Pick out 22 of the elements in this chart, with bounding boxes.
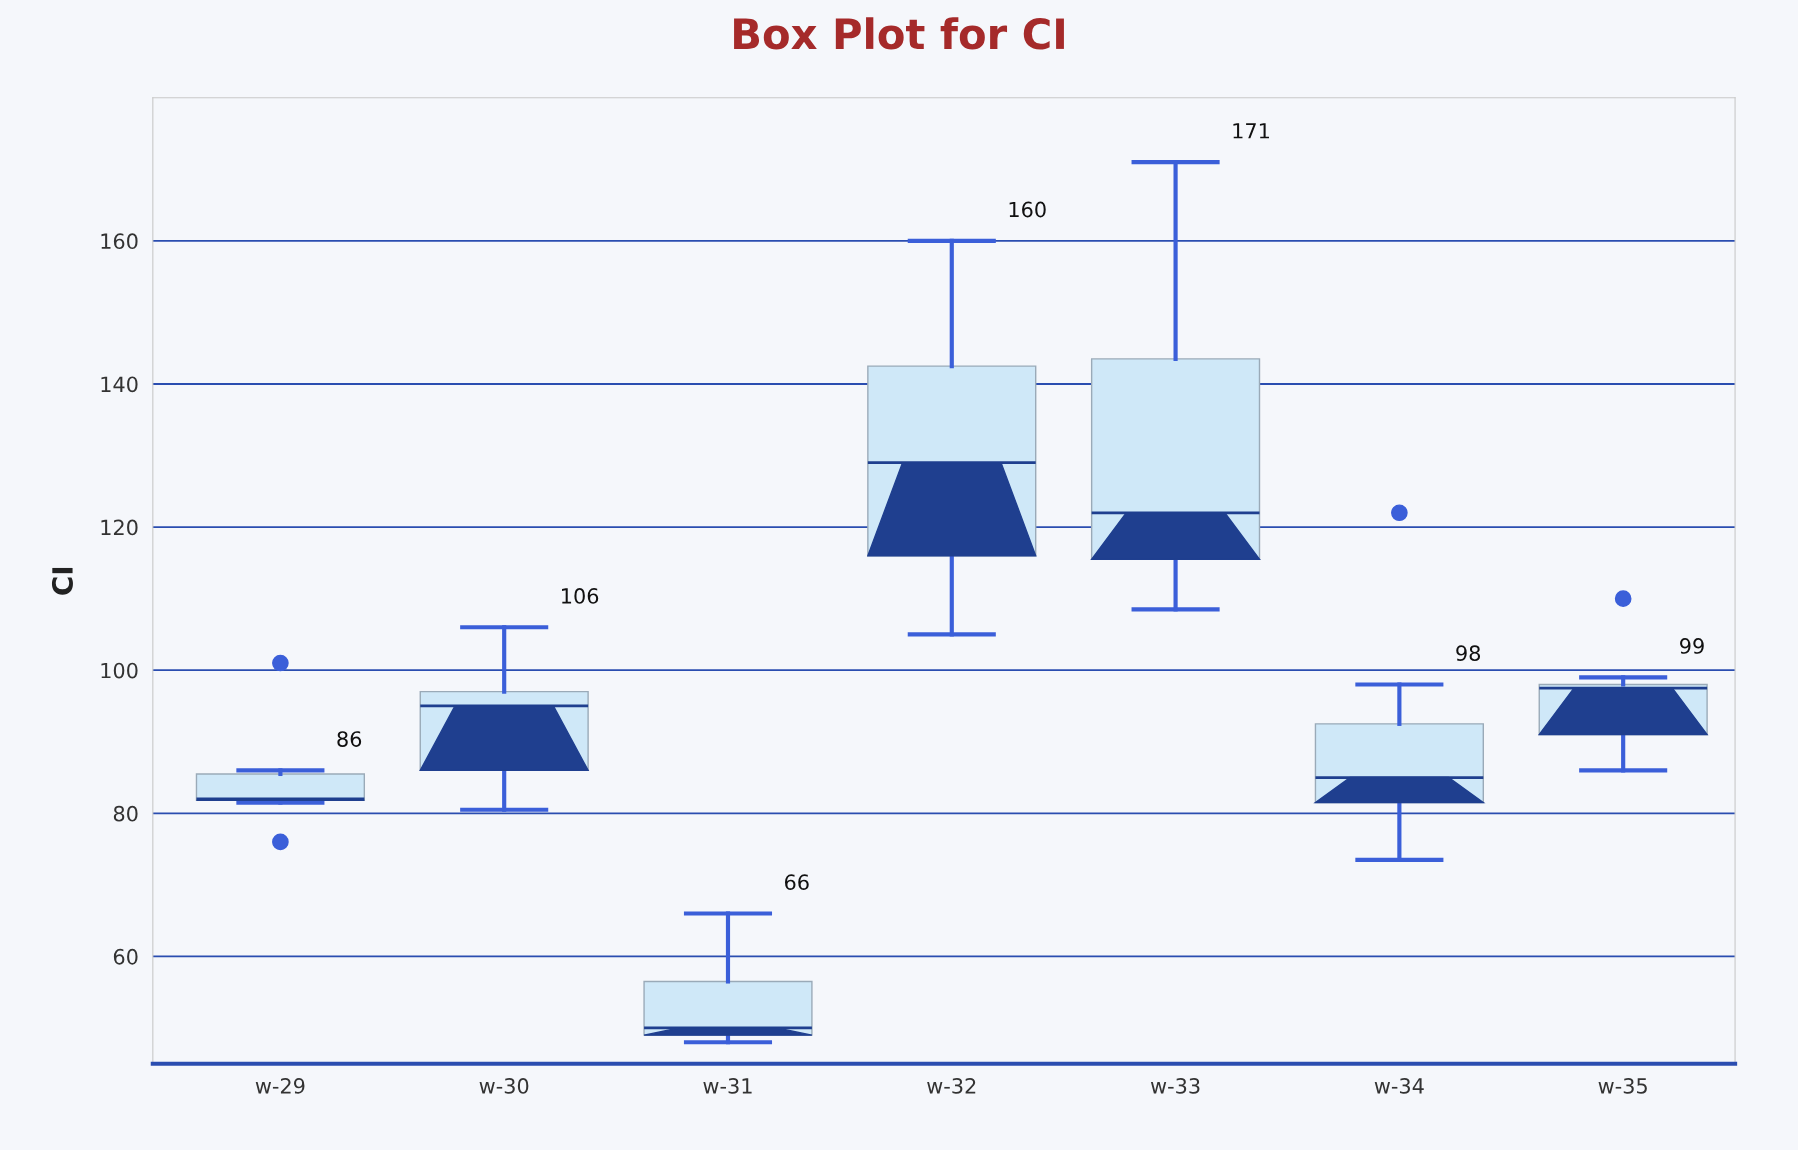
x-tick-label: w-30 — [479, 1078, 529, 1094]
text: 99 — [1680, 638, 1704, 654]
chart-title: Box Plot for CI — [734, 17, 1064, 50]
x-tick-label: w-35 — [1598, 1078, 1647, 1094]
text: 66 — [785, 874, 809, 890]
y-axis-title: CI — [51, 567, 73, 595]
y-tick-label: 120 — [101, 519, 138, 536]
x-tick-label: w-29 — [255, 1078, 305, 1094]
x-tick-label: w-33 — [1150, 1078, 1200, 1094]
text: 171 — [1233, 123, 1269, 139]
y-tick-label: 140 — [101, 376, 138, 393]
y-tick-label: 60 — [113, 948, 138, 965]
y-tick-label: 100 — [101, 662, 138, 679]
text: 160 — [1009, 201, 1046, 218]
x-tick-label: w-31 — [703, 1078, 752, 1094]
y-tick-label: 80 — [113, 805, 138, 822]
text: 86 — [337, 731, 362, 747]
text: 98 — [1456, 645, 1481, 662]
x-tick-label: w-34 — [1374, 1078, 1424, 1094]
x-tick-label: w-32 — [927, 1078, 976, 1094]
y-tick-label: 160 — [101, 233, 138, 250]
text: 106 — [562, 588, 599, 604]
